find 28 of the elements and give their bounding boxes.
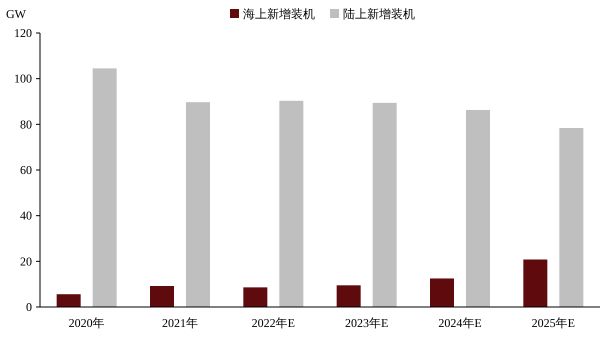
bar: [279, 100, 304, 307]
x-tick-label: 2024年E: [438, 316, 482, 330]
bar: [559, 128, 584, 307]
legend-label: 海上新增装机: [243, 7, 315, 21]
bar: [243, 287, 268, 307]
bar: [336, 285, 361, 307]
y-axis-title: GW: [6, 7, 27, 21]
bar: [56, 294, 81, 307]
bar: [150, 286, 174, 307]
y-tick-label: 80: [20, 117, 32, 132]
x-tick-label: 2025年E: [532, 316, 576, 330]
bar: [92, 68, 117, 307]
x-tick-label: 2020年: [68, 316, 105, 330]
y-tick-label: 60: [20, 163, 32, 177]
x-tick-label: 2023年E: [344, 316, 388, 330]
legend-label: 陆上新增装机: [343, 7, 415, 21]
y-tick-label: 100: [14, 72, 32, 86]
bar: [430, 278, 454, 307]
y-tick-label: 40: [20, 208, 32, 223]
y-tick-label: 20: [20, 254, 32, 268]
y-tick-label: 0: [26, 300, 32, 314]
bar: [372, 102, 397, 307]
bar: [523, 260, 548, 307]
bar: [186, 102, 210, 307]
x-tick-label: 2022年E: [252, 316, 296, 330]
y-tick-label: 120: [14, 26, 32, 40]
bar: [466, 110, 490, 307]
x-tick-label: 2021年: [162, 316, 198, 330]
